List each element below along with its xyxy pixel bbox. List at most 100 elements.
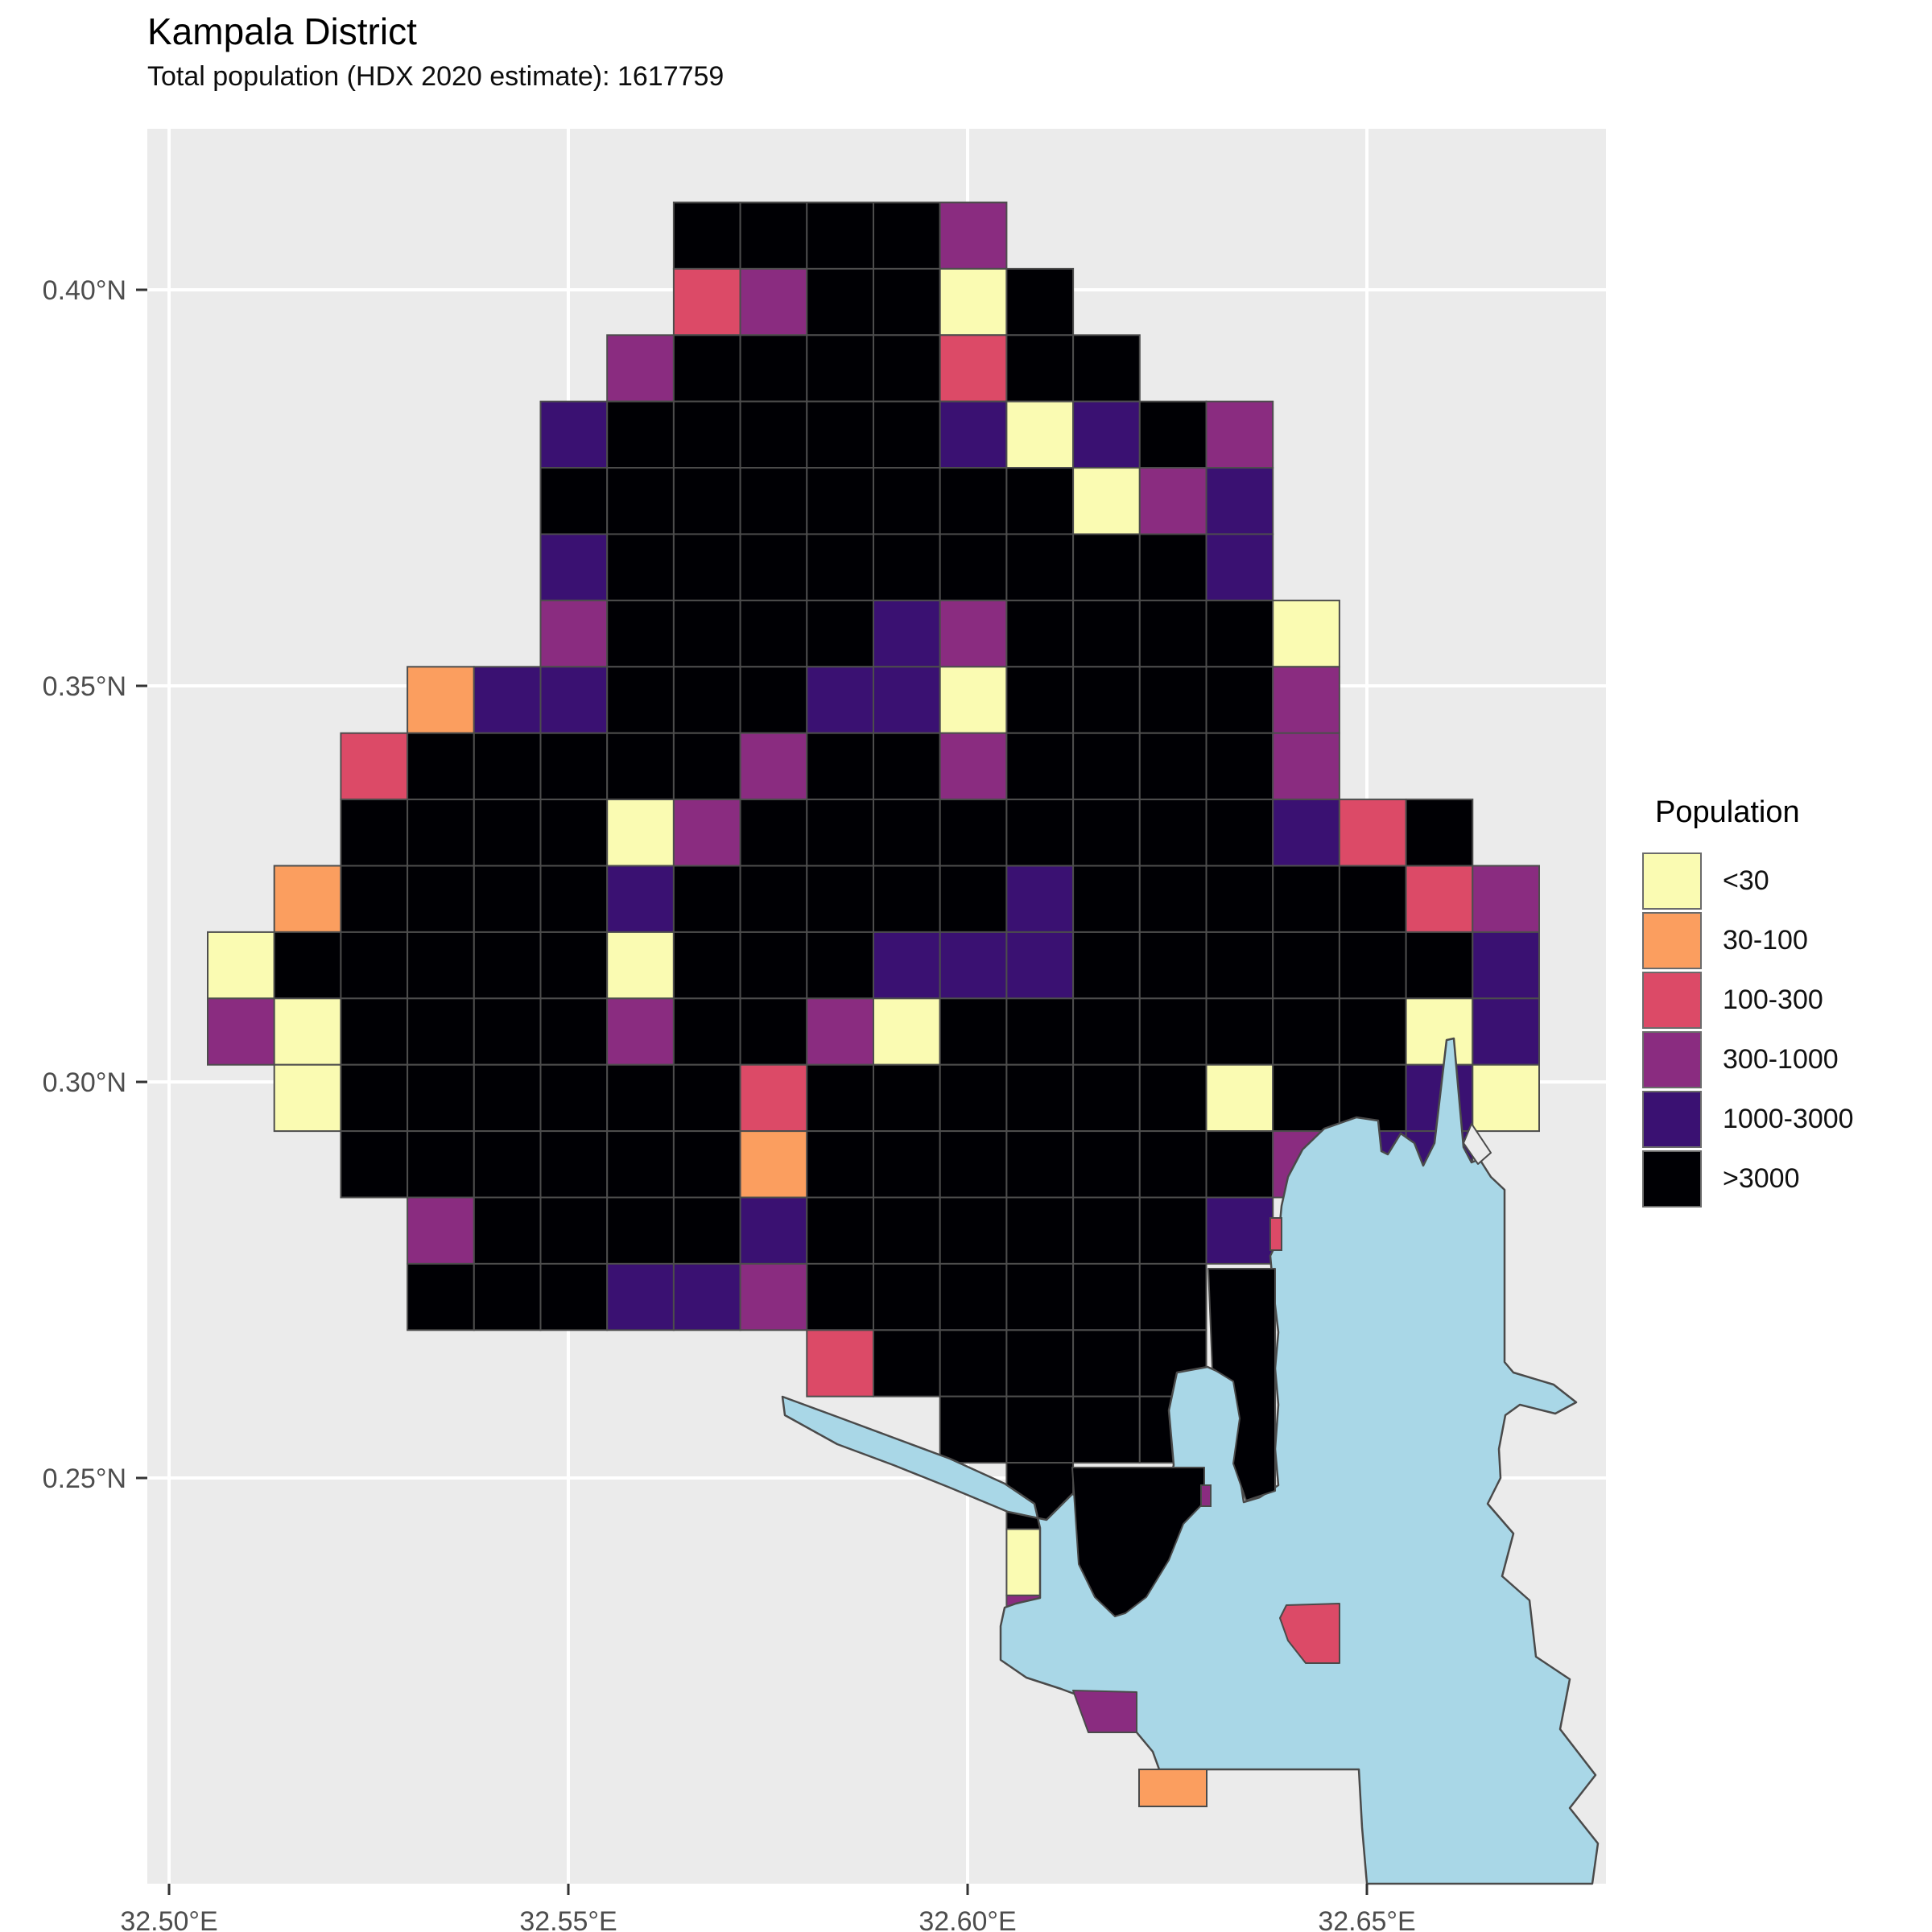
grid-cell — [539, 666, 609, 734]
grid-cell — [1405, 997, 1474, 1066]
grid-cell — [407, 1196, 475, 1265]
grid-cell — [1005, 599, 1075, 668]
grid-cell — [1005, 400, 1075, 469]
y-axis-label: 0.25°N — [43, 1463, 126, 1494]
grid-cell — [672, 799, 741, 867]
grid-cell — [1072, 400, 1141, 469]
grid-cell — [1138, 666, 1208, 734]
grid-cell — [539, 599, 609, 668]
page-subtitle: Total population (HDX 2020 estimate): 16… — [147, 61, 724, 92]
grid-cell — [1072, 1063, 1141, 1133]
grid-cell — [1005, 1130, 1075, 1199]
grid-cell — [739, 1262, 808, 1331]
grid-cell — [1205, 599, 1274, 668]
grid-cell — [473, 799, 542, 867]
grid-cell — [407, 931, 475, 1000]
grid-cell — [1205, 931, 1274, 1000]
grid-cell — [1205, 400, 1274, 469]
grid-cell — [672, 865, 741, 933]
page-title: Kampala District — [147, 10, 417, 52]
grid-cell — [1138, 400, 1208, 469]
grid-cell — [939, 599, 1008, 668]
grid-cell — [1272, 732, 1340, 801]
grid-cell — [539, 400, 609, 469]
grid-cell — [939, 1063, 1008, 1133]
grid-cell — [1138, 1262, 1208, 1331]
grid-cell — [1072, 865, 1141, 933]
grid-cell — [1205, 533, 1274, 601]
outside-district-wedge — [1463, 1123, 1492, 1165]
grid-cell — [473, 732, 542, 801]
grid-cell — [806, 400, 874, 469]
y-axis-label: 0.40°N — [43, 275, 126, 306]
grid-cell — [672, 1063, 741, 1133]
grid-cell — [1138, 533, 1208, 601]
grid-cell — [672, 997, 741, 1066]
grid-cell — [873, 931, 941, 1000]
legend-item: >3000 — [1642, 1150, 1854, 1208]
grid-cell — [806, 865, 874, 933]
grid-cell — [1272, 599, 1340, 668]
grid-cell — [340, 865, 409, 933]
legend-item: 1000-3000 — [1642, 1091, 1854, 1148]
grid-cell — [1072, 799, 1141, 867]
grid-cell — [873, 533, 941, 601]
grid-cell — [806, 467, 874, 535]
legend-label: 30-100 — [1723, 925, 1808, 956]
grid-cell — [939, 267, 1008, 336]
grid-cell — [672, 666, 741, 734]
grid-cell — [739, 267, 808, 336]
legend-item: 100-300 — [1642, 972, 1854, 1029]
legend-swatch — [1642, 1150, 1702, 1208]
grid-cell — [939, 1329, 1008, 1397]
grid-cell — [1005, 533, 1075, 601]
grid-cell — [539, 1130, 609, 1199]
grid-cell — [273, 865, 342, 933]
grid-cell — [873, 732, 941, 801]
grid-cell — [606, 1063, 675, 1133]
grid-cell — [1205, 732, 1274, 801]
grid-cell — [539, 865, 609, 933]
grid-cell — [939, 467, 1008, 535]
grid-cell — [939, 201, 1008, 270]
grid-cell — [672, 201, 741, 270]
grid-cell — [672, 400, 741, 469]
grid-cell — [606, 799, 675, 867]
grid-cell — [672, 1262, 741, 1331]
grid-cell — [672, 732, 741, 801]
grid-cell — [539, 1063, 609, 1133]
grid-cell — [1205, 1196, 1274, 1265]
grid-cell — [873, 400, 941, 469]
grid-cell — [1472, 865, 1541, 933]
grid-cell — [672, 599, 741, 668]
legend-label: <30 — [1723, 865, 1769, 896]
grid-cell — [1072, 1329, 1141, 1397]
grid-cell — [672, 533, 741, 601]
grid-cell — [873, 997, 941, 1066]
grid-cell — [672, 1196, 741, 1265]
grid-cell — [1005, 1196, 1075, 1265]
grid-cell — [739, 997, 808, 1066]
grid-cell — [473, 997, 542, 1066]
grid-cell — [1138, 599, 1208, 668]
legend-label: 1000-3000 — [1723, 1104, 1854, 1134]
legend: Population <30 30-100 100-300 300-1000 1000-… — [1642, 795, 1854, 1210]
grid-cell — [806, 666, 874, 734]
grid-cell — [407, 1063, 475, 1133]
grid-cell — [739, 931, 808, 1000]
grid-cell — [606, 865, 675, 933]
grid-cell — [1138, 1130, 1208, 1199]
grid-cell — [1072, 666, 1141, 734]
grid-cell — [606, 533, 675, 601]
grid-cell — [539, 1262, 609, 1331]
grid-cell — [739, 334, 808, 402]
x-axis-label: 32.55°E — [519, 1906, 617, 1932]
grid-cell — [806, 799, 874, 867]
grid-cell — [1138, 1196, 1208, 1265]
grid-cell — [1272, 931, 1340, 1000]
grid-cell — [1005, 1063, 1075, 1133]
grid-cell — [806, 201, 874, 270]
grid-cell — [606, 931, 675, 1000]
grid-cell — [739, 201, 808, 270]
